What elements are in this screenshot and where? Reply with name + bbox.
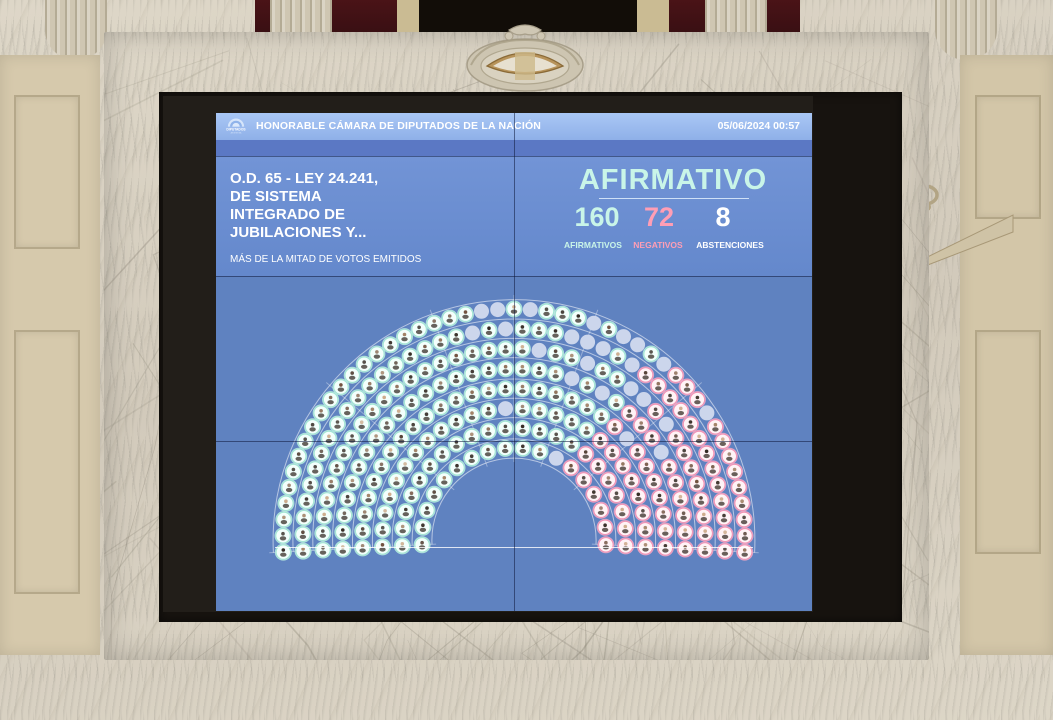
svg-text:DIPUTADOS: DIPUTADOS [226, 128, 246, 132]
svg-text:ARGENTINA: ARGENTINA [231, 132, 243, 135]
